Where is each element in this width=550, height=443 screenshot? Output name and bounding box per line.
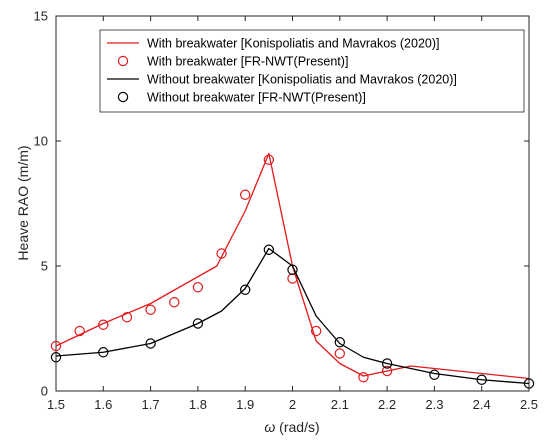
series-1-point <box>145 304 156 315</box>
x-axis-unit: (rad/s) <box>279 419 319 435</box>
y-tick-label: 15 <box>34 9 48 24</box>
series-1-point <box>192 282 204 293</box>
series-3-point <box>239 284 251 295</box>
series-1-point <box>334 348 345 359</box>
series-1-point <box>169 297 180 308</box>
x-tick-label: 2.3 <box>425 397 443 412</box>
x-tick-label: 1.6 <box>94 397 112 412</box>
legend-label: With breakwater [Konispoliatis and Mavra… <box>147 37 440 51</box>
series-1-point <box>98 319 109 330</box>
series-1-point <box>310 325 322 337</box>
x-axis-ticks: 1.5 1.6 1.7 1.8 1.9 2 2.1 2.2 2.3 2.4 2.5 <box>47 16 538 412</box>
series-3-point <box>287 264 298 275</box>
series-3-point <box>476 374 487 385</box>
series-line-2 <box>55 247 530 385</box>
series-1-point <box>74 325 85 337</box>
y-tick-label: 5 <box>41 259 48 274</box>
x-tick-label: 2.4 <box>473 397 491 412</box>
series-1-point <box>50 340 62 352</box>
legend-label: With breakwater [FR-NWT(Present)] <box>147 55 348 69</box>
y-tick-label: 10 <box>34 134 48 149</box>
legend-box <box>99 29 525 113</box>
x-tick-label: 2.5 <box>520 397 538 412</box>
x-tick-label: 1.5 <box>47 397 65 412</box>
x-tick-label: 1.7 <box>142 397 160 412</box>
legend: With breakwater [Konispoliatis and Mavra… <box>99 29 525 113</box>
legend-swatch-marker <box>117 91 129 103</box>
series-3-point <box>334 337 345 348</box>
x-tick-label: 2.2 <box>378 397 396 412</box>
series-1-point <box>121 312 133 323</box>
series-layer <box>50 152 535 389</box>
y-tick-label: 0 <box>41 384 48 399</box>
series-1-point <box>381 365 393 377</box>
series-1-point <box>239 189 251 200</box>
legend-label: Without breakwater [Konispoliatis and Ma… <box>147 73 457 87</box>
x-tick-label: 1.9 <box>236 397 254 412</box>
series-3-point <box>50 352 62 363</box>
x-tick-label: 2 <box>289 397 296 412</box>
x-tick-label: 1.8 <box>189 397 207 412</box>
series-3-point <box>263 244 275 255</box>
y-axis-label: Heave RAO (m/m) <box>15 145 31 260</box>
series-1-point <box>263 154 275 165</box>
series-3-point <box>192 318 204 329</box>
x-axis-label: ω (rad/s) <box>264 419 319 435</box>
legend-items: With breakwater [Konispoliatis and Mavra… <box>107 37 457 105</box>
series-3-point <box>145 338 156 349</box>
legend-label: Without breakwater [FR-NWT(Present)] <box>147 91 366 105</box>
series-line-0 <box>55 152 530 380</box>
series-1-point <box>216 248 227 259</box>
series-1-point <box>358 372 369 383</box>
x-axis-symbol: ω <box>264 419 275 435</box>
x-tick-label: 2.1 <box>331 397 349 412</box>
series-3-point <box>381 358 393 369</box>
series-3-point <box>429 369 440 380</box>
y-axis-ticks: 0 5 10 15 <box>34 9 529 399</box>
legend-swatch-marker <box>117 55 129 67</box>
series-3-point <box>98 347 109 358</box>
